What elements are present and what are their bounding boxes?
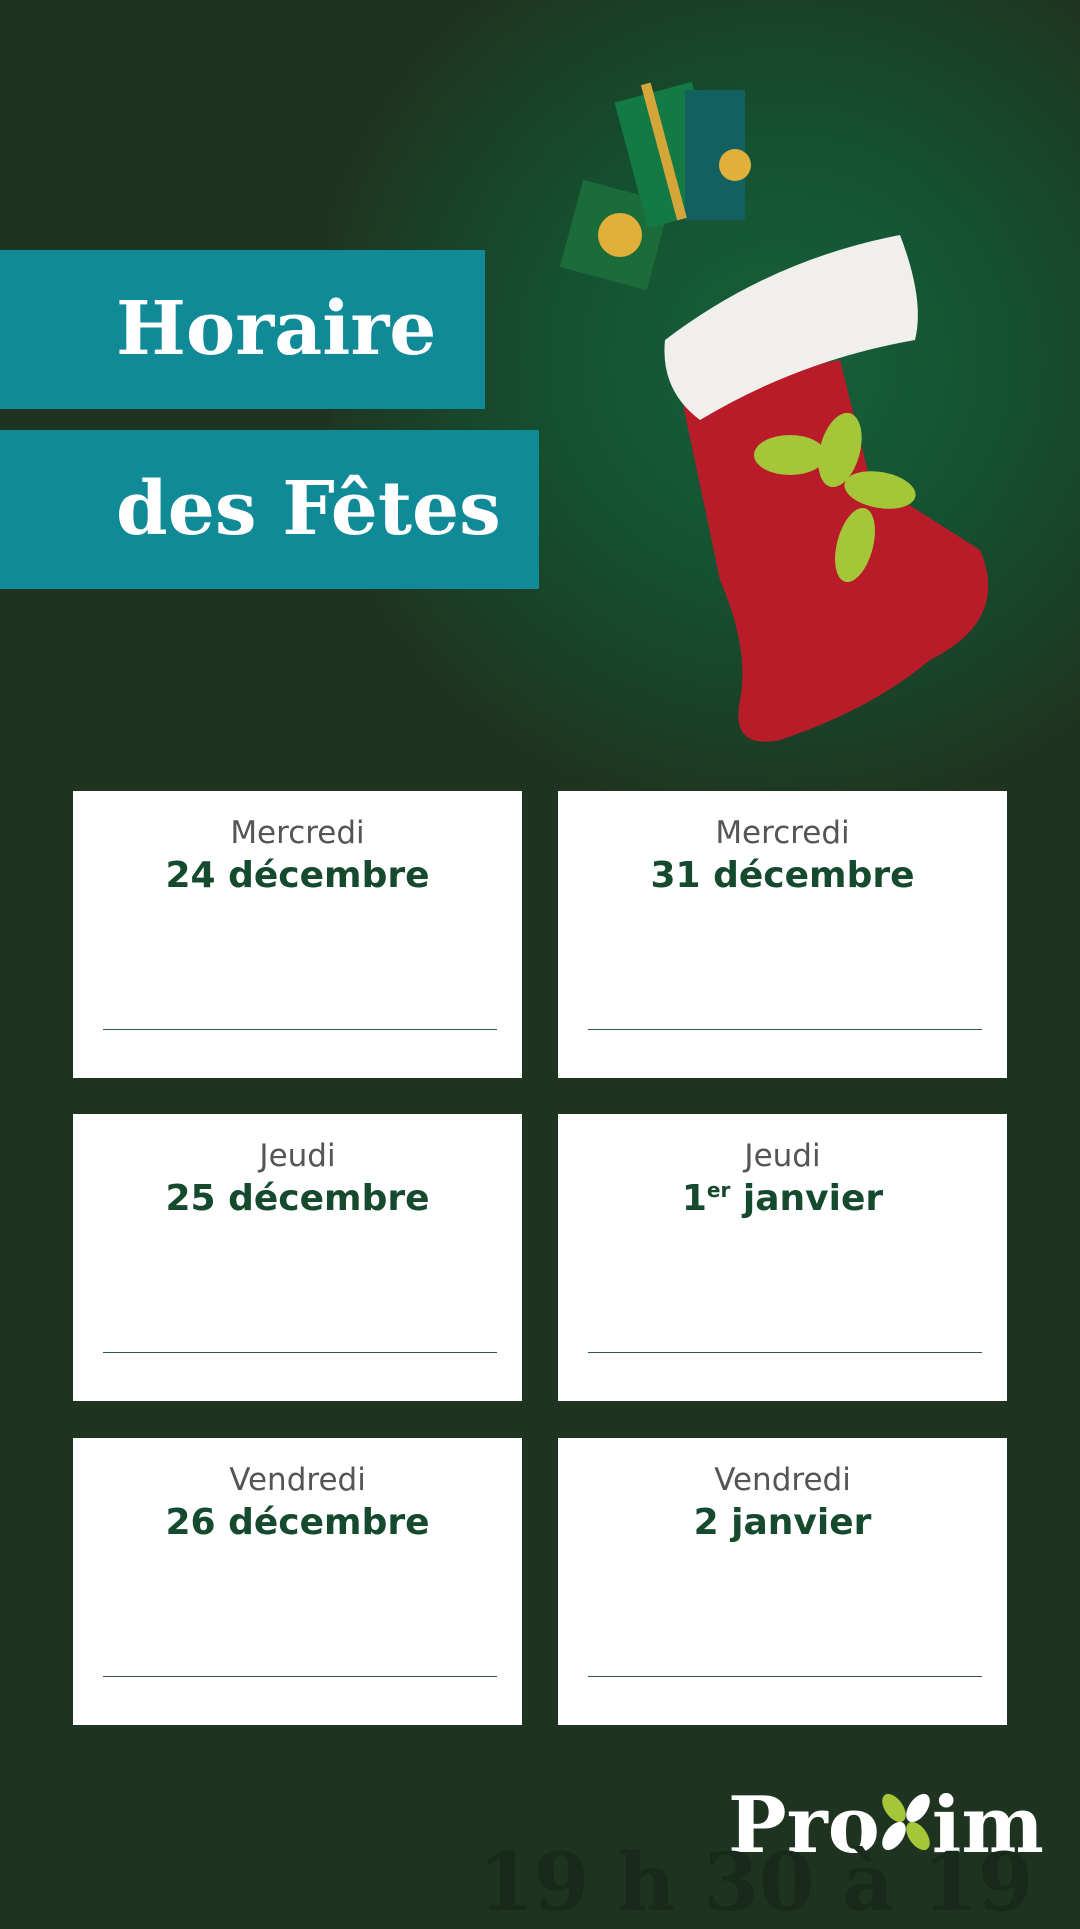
day-label: Jeudi — [259, 1138, 336, 1174]
day-label: Mercredi — [715, 815, 850, 851]
hours-line — [103, 1676, 497, 1677]
date-label: 24 décembre — [73, 855, 522, 896]
logo-text: im — [931, 1780, 1044, 1871]
hours-line — [103, 1029, 497, 1030]
date-text: 1 — [681, 1178, 707, 1219]
hours-text: 19 h 30 à 19 — [478, 1835, 1034, 1929]
hours-line — [588, 1676, 982, 1677]
date-text: 31 décembre — [650, 855, 915, 896]
logo: Pro im — [728, 1780, 1044, 1871]
day-label: Mercredi — [230, 815, 365, 851]
title-line: des Fêtes — [116, 466, 501, 552]
title-banner: des Fêtes — [0, 430, 539, 589]
date-text: 25 décembre — [165, 1178, 430, 1219]
date-superscript: er — [706, 1178, 731, 1202]
date-text: 24 décembre — [165, 855, 430, 896]
day-label: Vendredi — [229, 1462, 366, 1498]
day-label: Jeudi — [744, 1138, 821, 1174]
title-line: Horaire — [116, 286, 437, 372]
date-label: 31 décembre — [558, 855, 1007, 896]
day-label: Vendredi — [714, 1462, 851, 1498]
hours-line — [588, 1029, 982, 1030]
date-text: 26 décembre — [165, 1502, 430, 1543]
logo-mark — [882, 1793, 930, 1851]
schedule-card: Mercredi 24 décembre — [73, 791, 522, 1078]
hours-line — [588, 1352, 982, 1353]
logo-text: Pro — [728, 1780, 880, 1871]
date-label: 1er janvier — [558, 1178, 1007, 1219]
date-label: 25 décembre — [73, 1178, 522, 1219]
hours-line — [103, 1352, 497, 1353]
schedule-card: Jeudi 1er janvier — [558, 1114, 1007, 1401]
schedule-card: Mercredi 31 décembre — [558, 791, 1007, 1078]
date-text: 2 janvier — [693, 1502, 872, 1543]
date-text: janvier — [742, 1178, 884, 1219]
title-banner: Horaire — [0, 250, 485, 409]
schedule-card: Vendredi 2 janvier — [558, 1438, 1007, 1725]
stocking-illustration — [559, 81, 989, 742]
date-label: 2 janvier — [558, 1502, 1007, 1543]
schedule-card: Vendredi 26 décembre — [73, 1438, 522, 1725]
date-label: 26 décembre — [73, 1502, 522, 1543]
schedule-card: Jeudi 25 décembre — [73, 1114, 522, 1401]
